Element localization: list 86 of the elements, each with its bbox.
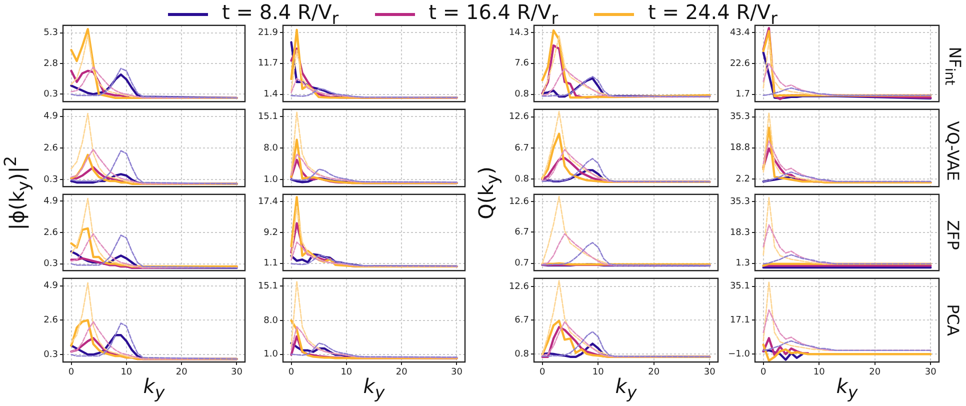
x-axis-title: k$_{y}$ [836, 374, 858, 402]
x-axis-title: k$_{y}$ [143, 374, 165, 402]
line-series [762, 340, 932, 352]
y-tick-label: 8.0 [264, 144, 278, 154]
x-tick-label: 0 [288, 368, 294, 378]
line-series [542, 242, 710, 266]
x-tick-label: 0 [68, 368, 74, 378]
line-series [290, 242, 458, 268]
y-tick-label: 17.4 [258, 196, 278, 207]
x-tick-label: 20 [176, 368, 188, 378]
y-tick-label: 6.7 [514, 228, 529, 238]
y2-axis-title: ZFP [944, 220, 962, 250]
line-series [762, 87, 932, 96]
y-tick-label: 43.4 [730, 28, 750, 38]
line-series [762, 171, 932, 182]
y-tick-label: 4.9 [44, 281, 58, 292]
y-tick-label: 0.7 [514, 258, 529, 269]
y-tick-label: 0.3 [44, 259, 58, 270]
legend-label: t = 24.4 R/V$_{r}$ [648, 0, 778, 28]
y2-axis-title: VQ-VAE [944, 120, 962, 180]
x-tick-label: 10 [592, 368, 604, 378]
y-tick-label: 0.8 [514, 90, 530, 100]
legend-label: t = 16.4 R/V$_{r}$ [428, 0, 558, 28]
x-tick-label: 0 [539, 368, 546, 378]
y-tick-label: 1.3 [736, 258, 750, 269]
line-series [290, 78, 458, 98]
y-tick-label: 7.6 [514, 58, 530, 69]
y2-axis-title: PCA [944, 304, 962, 336]
y-tick-label: 35.1 [730, 282, 750, 292]
y-tick-label: 6.7 [514, 143, 529, 154]
y-tick-label: 0.3 [44, 175, 58, 186]
legend-label: t = 8.4 R/V$_{r}$ [222, 0, 339, 28]
y-tick-label: 12.6 [508, 197, 530, 207]
y-tick-label: 14.3 [508, 28, 529, 38]
line-series [542, 331, 710, 358]
x-tick-label: 10 [813, 368, 826, 378]
line-series [290, 326, 458, 358]
x-tick-label: 10 [120, 368, 132, 378]
y-tick-label: 1.7 [736, 90, 750, 100]
y-tick-label: 0.8 [514, 349, 530, 360]
x-tick-label: 30 [924, 368, 937, 378]
y-tick-label: 0.8 [514, 174, 530, 185]
y-tick-label: 35.3 [730, 112, 750, 122]
y-tick-label: 4.9 [44, 112, 58, 122]
x-tick-label: 10 [340, 368, 352, 378]
y-tick-label: 2.6 [44, 316, 58, 326]
y-tick-label: 1.0 [264, 174, 278, 185]
y-tick-label: 2.2 [736, 174, 750, 185]
line-series [762, 254, 932, 265]
y-tick-label: −1.0 [728, 349, 750, 360]
y-tick-label: 11.7 [258, 58, 278, 69]
y-tick-label: 18.3 [730, 228, 750, 238]
y-tick-label: 15.1 [258, 112, 278, 122]
y-tick-label: 21.9 [258, 28, 278, 38]
line-series [290, 88, 458, 98]
y-tick-label: 0.3 [44, 90, 58, 100]
y-tick-label: 1.4 [264, 90, 278, 100]
line-series [290, 168, 458, 183]
x-tick-label: 30 [704, 368, 716, 378]
y-tick-label: 9.2 [264, 228, 278, 238]
x-tick-label: 0 [760, 368, 766, 378]
y-tick-label: 8.0 [264, 316, 278, 326]
y-tick-label: 1.1 [264, 258, 278, 269]
x-axis-title: k$_{y}$ [615, 374, 637, 402]
y-tick-label: 15.1 [258, 281, 278, 292]
x-tick-label: 30 [451, 368, 463, 378]
x-tick-label: 20 [396, 368, 408, 378]
x-tick-label: 30 [231, 368, 243, 378]
y-tick-label: 2.8 [44, 58, 58, 69]
y-tick-label: 17.1 [730, 315, 750, 326]
line-series [290, 153, 458, 184]
y-tick-label: 0.3 [44, 350, 58, 360]
x-axis-title: k$_{y}$ [363, 374, 385, 402]
y-tick-label: 2.6 [44, 228, 58, 238]
y-tick-label: 35.3 [730, 197, 750, 207]
y-tick-label: 12.6 [508, 112, 530, 122]
y-tick-label: 1.0 [264, 350, 278, 360]
y-tick-label: 2.6 [44, 143, 58, 154]
x-tick-label: 20 [648, 368, 660, 378]
y-tick-label: 22.6 [730, 58, 750, 69]
x-tick-label: 20 [869, 368, 881, 378]
y-tick-label: 6.7 [514, 316, 529, 326]
y-tick-label: 5.3 [44, 28, 58, 38]
y-tick-label: 12.6 [508, 282, 530, 292]
y-tick-label: 4.9 [44, 196, 58, 207]
y-tick-label: 18.8 [730, 143, 750, 154]
